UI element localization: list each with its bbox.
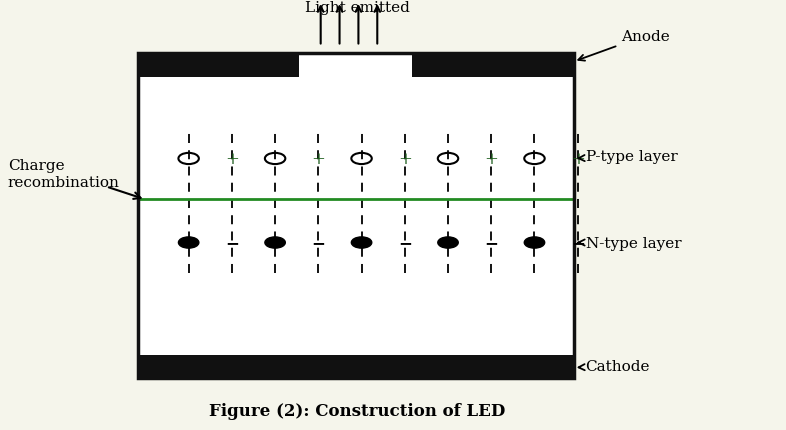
Bar xyxy=(413,54,574,77)
Text: −: − xyxy=(484,234,498,252)
Text: −: − xyxy=(571,234,585,252)
Text: +: + xyxy=(398,150,412,168)
Text: Cathode: Cathode xyxy=(578,359,650,373)
Text: +: + xyxy=(311,150,325,168)
Bar xyxy=(138,355,574,378)
Text: +: + xyxy=(571,150,585,168)
Text: +: + xyxy=(225,150,239,168)
Text: Anode: Anode xyxy=(578,30,670,61)
Text: +: + xyxy=(484,150,498,168)
Text: Light emitted: Light emitted xyxy=(305,1,410,15)
Bar xyxy=(138,54,574,378)
Bar xyxy=(138,54,299,77)
Text: Figure (2): Construction of LED: Figure (2): Construction of LED xyxy=(209,402,506,419)
Circle shape xyxy=(524,237,545,249)
Text: −: − xyxy=(398,234,412,252)
Text: N-type layer: N-type layer xyxy=(578,236,681,250)
Circle shape xyxy=(265,237,285,249)
Text: P-type layer: P-type layer xyxy=(578,150,678,164)
Circle shape xyxy=(178,237,199,249)
Text: −: − xyxy=(225,234,239,252)
Text: Charge: Charge xyxy=(8,159,64,172)
Bar xyxy=(138,54,574,378)
Circle shape xyxy=(351,237,372,249)
Text: −: − xyxy=(311,234,325,252)
Text: recombination: recombination xyxy=(8,176,119,190)
Circle shape xyxy=(438,237,458,249)
